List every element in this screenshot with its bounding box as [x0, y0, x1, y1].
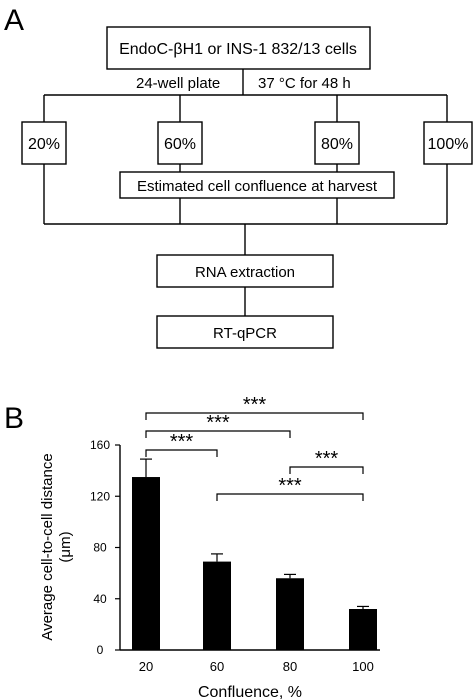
- x-tick-label: 60: [210, 659, 224, 674]
- significance-bracket: [145, 430, 291, 438]
- rna-extraction-text: RNA extraction: [195, 264, 295, 281]
- significance-label: ***: [243, 394, 267, 416]
- panel-b-label: B: [4, 402, 24, 435]
- confluence-caption: Estimated cell confluence at harvest: [137, 178, 378, 195]
- condition-temperature: 37 °C for 48 h: [258, 75, 351, 92]
- bar: [276, 578, 304, 650]
- y-tick-label: 80: [93, 541, 107, 555]
- confluence-label-20: 20%: [28, 136, 60, 153]
- bar: [349, 609, 377, 650]
- y-axis-label-line2: (μm): [57, 531, 74, 562]
- y-tick-label: 120: [90, 489, 110, 503]
- bar-chart: Average cell-to-cell distance (μm) Confl…: [39, 394, 380, 700]
- confluence-caption-box: [119, 171, 395, 199]
- x-tick-label: 100: [352, 659, 374, 674]
- x-tick-label: 80: [283, 659, 297, 674]
- significance-label: ***: [315, 448, 339, 470]
- confluence-box-20: [21, 121, 67, 165]
- confluence-label-80: 80%: [321, 136, 353, 153]
- cell-lines-box: [106, 26, 371, 70]
- confluence-label-60: 60%: [164, 136, 196, 153]
- x-axis-label: Confluence, %: [198, 684, 302, 700]
- bar: [132, 477, 160, 650]
- significance-label: ***: [278, 475, 302, 497]
- confluence-box-60: [157, 121, 203, 165]
- significance-bracket: [289, 466, 364, 474]
- rt-qpcr-text: RT-qPCR: [213, 325, 277, 342]
- significance-bracket: [145, 412, 364, 420]
- confluence-label-100: 100%: [428, 136, 469, 153]
- confluence-box-100: [423, 121, 473, 165]
- rt-qpcr-box: [156, 315, 334, 349]
- significance-label: ***: [170, 431, 194, 453]
- significance-label: ***: [206, 412, 230, 434]
- cell-lines-text: EndoC-βH1 or INS-1 832/13 cells: [119, 41, 357, 58]
- condition-plate: 24-well plate: [136, 75, 220, 92]
- x-tick-label: 20: [139, 659, 153, 674]
- significance-bracket: [145, 449, 218, 457]
- y-axis-label-line1: Average cell-to-cell distance: [39, 453, 56, 640]
- y-tick-label: 160: [90, 438, 110, 452]
- bar: [203, 561, 231, 650]
- significance-bracket: [216, 493, 364, 501]
- rna-extraction-box: [156, 254, 334, 288]
- y-tick-label: 0: [97, 643, 104, 657]
- panel-a-label: A: [4, 4, 24, 37]
- y-tick-label: 40: [93, 592, 107, 606]
